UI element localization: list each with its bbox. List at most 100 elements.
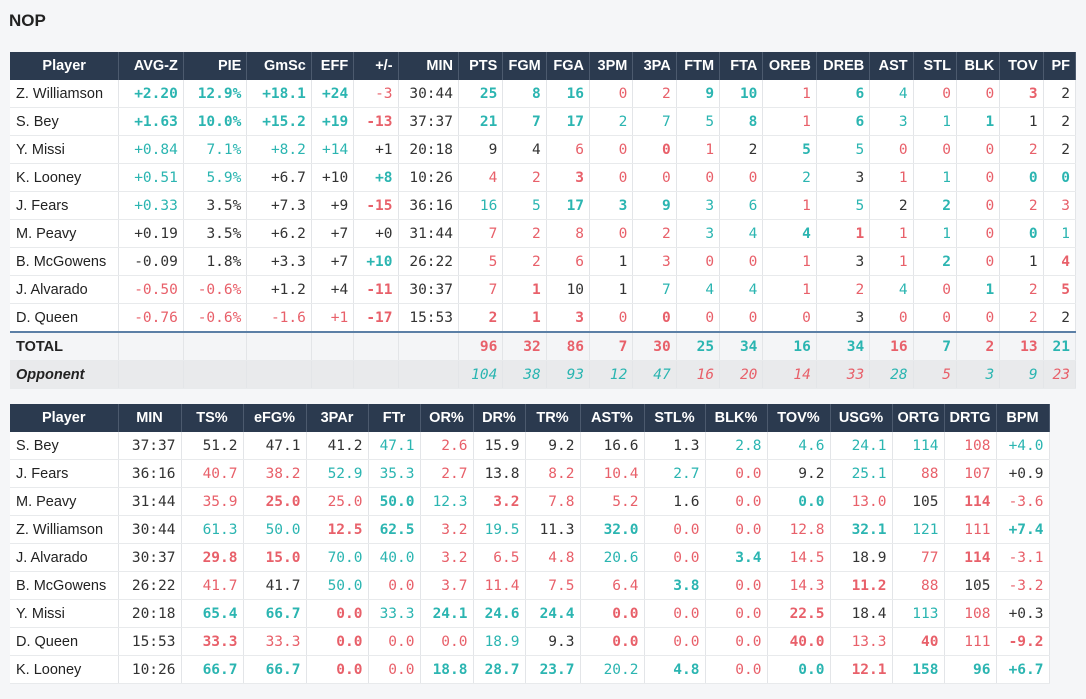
column-header-fgm[interactable]: FGM — [502, 52, 547, 80]
column-header-gmsc[interactable]: GmSc — [246, 52, 312, 80]
stat-dreb: 33 — [816, 360, 871, 389]
column-header-player[interactable]: Player — [10, 52, 120, 80]
column-header-blk[interactable]: BLK% — [705, 404, 768, 432]
column-header-eff[interactable]: EFF — [311, 52, 355, 80]
column-header-pie[interactable]: PIE — [183, 52, 248, 80]
column-header-drtg[interactable]: DRTG — [944, 404, 997, 432]
column-header-stl[interactable]: STL — [913, 52, 957, 80]
stat-plus-minus: -15 — [353, 191, 399, 220]
stat-fgm: 2 — [502, 163, 547, 192]
stat-pie: 3.5% — [183, 219, 248, 248]
column-header-avg-z[interactable]: AVG-Z — [118, 52, 184, 80]
stat-fgm: 1 — [502, 275, 547, 304]
column-header-plus-minus[interactable]: +/- — [353, 52, 399, 80]
column-header-efg[interactable]: eFG% — [243, 404, 307, 432]
stat-drtg: 107 — [944, 459, 997, 488]
stat-tov: 0.0 — [767, 487, 831, 516]
stat-or: 3.2 — [420, 515, 474, 544]
column-header-3pm[interactable]: 3PM — [589, 52, 634, 80]
stat-ortg: 77 — [892, 543, 945, 572]
player-name[interactable]: B. McGowens — [10, 571, 119, 600]
column-header-min[interactable]: MIN — [118, 404, 182, 432]
player-name[interactable]: B. McGowens — [10, 247, 120, 276]
stat-bpm: -3.6 — [996, 487, 1050, 516]
stat-efg: 66.7 — [243, 655, 307, 684]
stat-avg-z: +0.19 — [118, 219, 184, 248]
player-name[interactable]: S. Bey — [10, 432, 119, 460]
table-row: S. Bey 37:37 51.2 47.1 41.2 47.1 2.6 15.9 9.2 16.… — [10, 432, 1050, 460]
column-header-bpm[interactable]: BPM — [996, 404, 1050, 432]
stat-ts: 29.8 — [181, 543, 244, 572]
column-header-tov[interactable]: TOV — [999, 52, 1044, 80]
player-name[interactable]: D. Queen — [10, 627, 119, 656]
stat-usg: 18.9 — [830, 543, 893, 572]
column-header-ftm[interactable]: FTM — [676, 52, 721, 80]
stat-ast: 4 — [869, 275, 914, 304]
stat-eff: +7 — [311, 219, 355, 248]
column-header-blk[interactable]: BLK — [956, 52, 1001, 80]
player-name[interactable]: K. Looney — [10, 163, 120, 192]
stat-or: 18.8 — [420, 655, 474, 684]
player-name[interactable]: Y. Missi — [10, 135, 120, 164]
column-header-3pa[interactable]: 3PA — [632, 52, 677, 80]
player-name[interactable]: J. Alvarado — [10, 275, 120, 304]
column-header-ortg[interactable]: ORTG — [892, 404, 945, 432]
column-header-ts[interactable]: TS% — [181, 404, 244, 432]
stat-ortg: 40 — [892, 627, 945, 656]
stat-3par: 25.0 — [306, 487, 369, 516]
stat-3pa: 0 — [632, 163, 677, 192]
stat-blk: 1 — [956, 107, 1001, 136]
stat-efg: 66.7 — [243, 599, 307, 628]
stat-ortg: 105 — [892, 487, 945, 516]
stat-avg-z: +2.20 — [118, 80, 184, 108]
column-header-ftr[interactable]: FTr — [368, 404, 421, 432]
column-header-oreb[interactable]: OREB — [762, 52, 817, 80]
column-header-dreb[interactable]: DREB — [816, 52, 871, 80]
stat-stl: 4.8 — [644, 655, 706, 684]
stat-usg: 13.0 — [830, 487, 893, 516]
column-header-min[interactable]: MIN — [398, 52, 460, 80]
player-name[interactable]: J. Fears — [10, 191, 120, 220]
player-name[interactable]: J. Fears — [10, 459, 119, 488]
column-header-fga[interactable]: FGA — [546, 52, 591, 80]
column-header-fta[interactable]: FTA — [719, 52, 764, 80]
stat-ortg: 113 — [892, 599, 945, 628]
player-name[interactable]: J. Alvarado — [10, 543, 119, 572]
player-name[interactable]: Y. Missi — [10, 599, 119, 628]
player-name[interactable]: K. Looney — [10, 655, 119, 684]
stat-dr: 18.9 — [473, 627, 526, 656]
table-row: Z. Williamson 30:44 61.3 50.0 12.5 62.5 3.2 19.… — [10, 515, 1050, 544]
stat-eff: +7 — [311, 247, 355, 276]
column-header-pf[interactable]: PF — [1043, 52, 1077, 80]
stat-ftr: 50.0 — [368, 487, 421, 516]
column-header-player[interactable]: Player — [10, 404, 119, 432]
stat-ast: 6.4 — [580, 571, 645, 600]
column-header-tr[interactable]: TR% — [525, 404, 581, 432]
column-header-dr[interactable]: DR% — [473, 404, 526, 432]
column-header-ast[interactable]: AST% — [580, 404, 645, 432]
stat-stl: 0.0 — [644, 515, 706, 544]
column-header-ast[interactable]: AST — [869, 52, 914, 80]
column-header-pts[interactable]: PTS — [458, 52, 504, 80]
column-header-3par[interactable]: 3PAr — [306, 404, 369, 432]
column-header-stl[interactable]: STL% — [644, 404, 706, 432]
stat-ftm: 25 — [676, 331, 721, 361]
stat-dr: 28.7 — [473, 655, 526, 684]
stat-ts: 41.7 — [181, 571, 244, 600]
column-header-tov[interactable]: TOV% — [767, 404, 831, 432]
column-header-or[interactable]: OR% — [420, 404, 474, 432]
player-name[interactable]: D. Queen — [10, 303, 120, 333]
player-name[interactable]: Z. Williamson — [10, 515, 119, 544]
player-name[interactable]: M. Peavy — [10, 487, 119, 516]
stat-3par: 50.0 — [306, 571, 369, 600]
stat-usg: 11.2 — [830, 571, 893, 600]
column-header-usg[interactable]: USG% — [830, 404, 893, 432]
player-name[interactable]: Z. Williamson — [10, 80, 120, 108]
stat-dreb: 3 — [816, 163, 871, 192]
player-name[interactable]: M. Peavy — [10, 219, 120, 248]
stat-ftm: 1 — [676, 135, 721, 164]
stat-fga: 10 — [546, 275, 591, 304]
stat-oreb: 16 — [762, 331, 817, 361]
stat-min: 36:16 — [118, 459, 182, 488]
player-name[interactable]: S. Bey — [10, 107, 120, 136]
